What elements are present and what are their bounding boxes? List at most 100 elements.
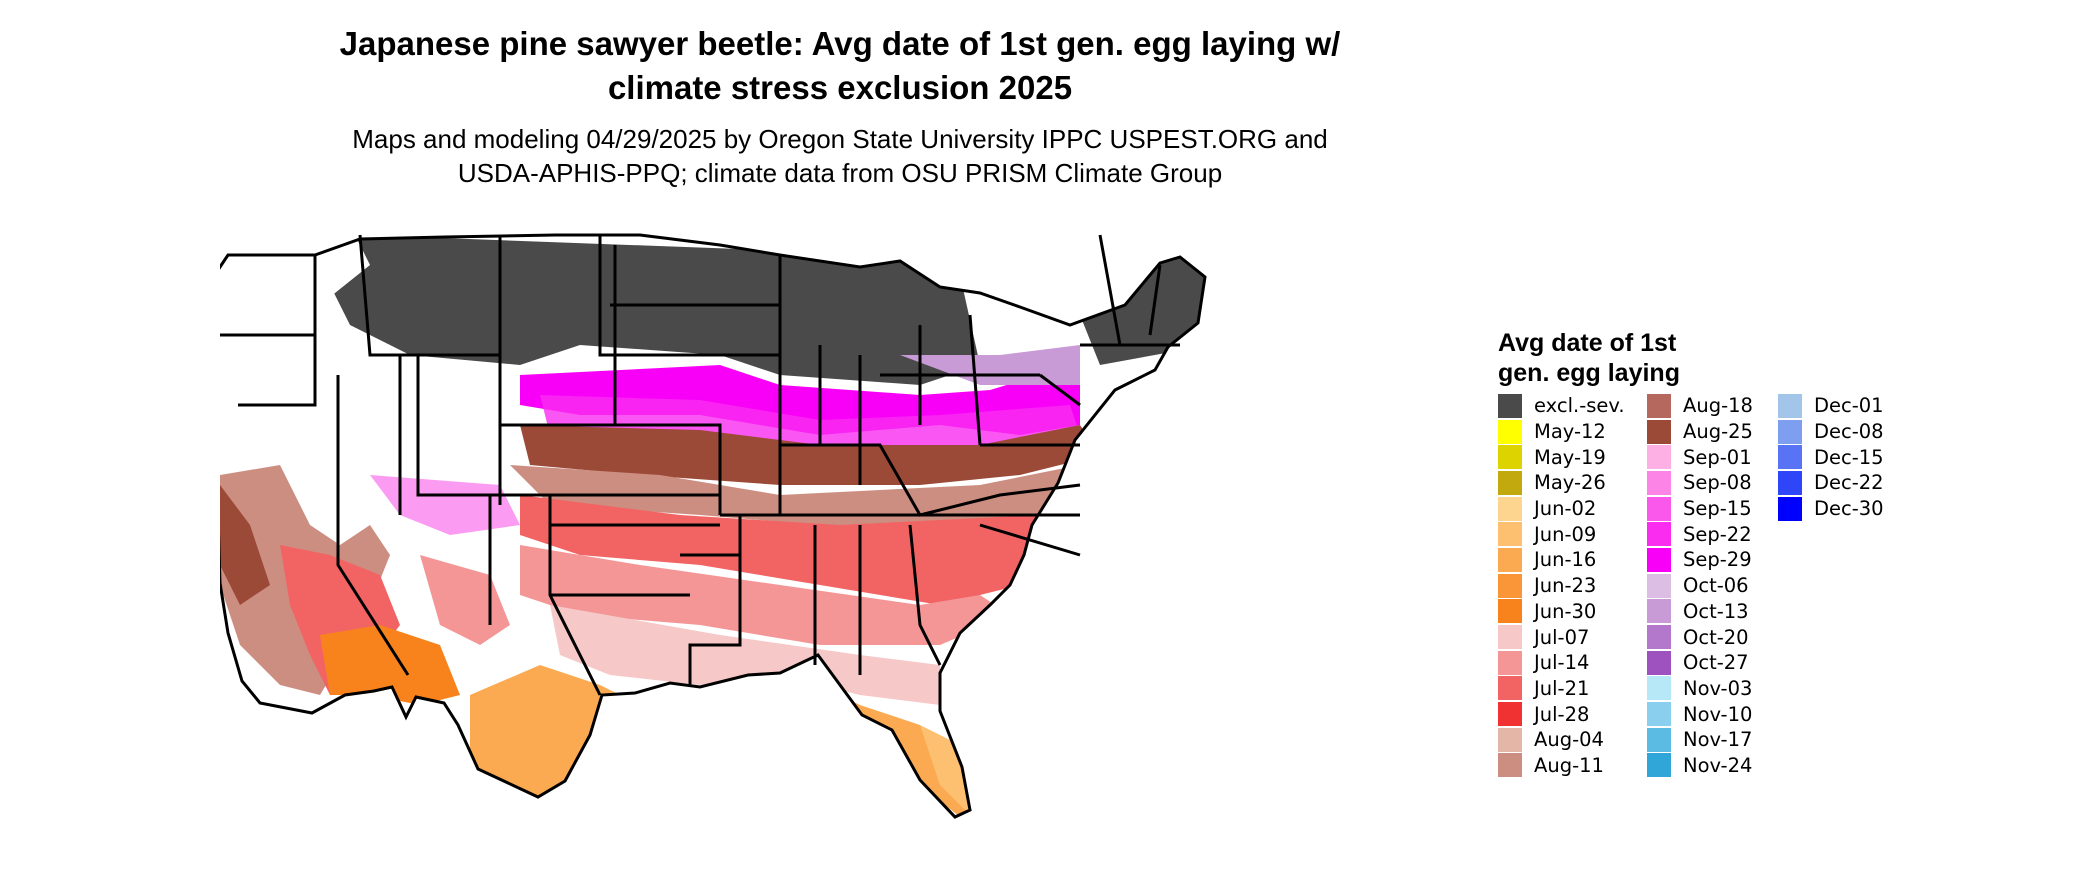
us-map — [220, 233, 1207, 819]
legend-label: May-19 — [1534, 445, 1606, 469]
legend-item: Nov-10 — [1647, 701, 1753, 727]
legend-item: Nov-24 — [1647, 753, 1753, 779]
legend-swatch — [1778, 496, 1802, 521]
legend-item: Nov-03 — [1647, 676, 1753, 702]
legend-swatch — [1778, 470, 1802, 495]
legend-label: Sep-08 — [1683, 471, 1752, 495]
legend-item: Jul-14 — [1498, 650, 1625, 676]
legend-label: Oct-20 — [1683, 625, 1749, 649]
legend-item: Jul-28 — [1498, 701, 1625, 727]
legend-label: Dec-30 — [1814, 497, 1884, 521]
legend-swatch — [1498, 625, 1522, 650]
legend-item: Jun-30 — [1498, 599, 1625, 625]
legend-label: Jul-07 — [1534, 625, 1590, 649]
legend-item: excl.-sev. — [1498, 393, 1625, 419]
legend-swatch — [1647, 599, 1671, 624]
legend-swatch — [1647, 547, 1671, 572]
legend-label: Nov-24 — [1683, 753, 1753, 777]
legend-item: Jun-23 — [1498, 573, 1625, 599]
legend-label: Dec-15 — [1814, 445, 1884, 469]
legend-swatch — [1647, 470, 1671, 495]
legend-label: Nov-03 — [1683, 676, 1753, 700]
legend-label: Nov-17 — [1683, 728, 1753, 752]
legend-label: excl.-sev. — [1534, 394, 1625, 418]
legend-swatch — [1778, 419, 1802, 444]
legend-swatch — [1498, 522, 1522, 547]
legend-swatch — [1498, 496, 1522, 521]
legend-item: Dec-01 — [1778, 393, 1884, 419]
legend-item: Jun-02 — [1498, 496, 1625, 522]
legend-swatch — [1647, 727, 1671, 752]
legend-swatch — [1498, 676, 1522, 701]
legend-item: Sep-01 — [1647, 444, 1753, 470]
legend-label: Oct-13 — [1683, 599, 1749, 623]
legend-title-line-2: gen. egg laying — [1498, 359, 1680, 387]
legend-swatch — [1498, 573, 1522, 598]
legend-item: Oct-27 — [1647, 650, 1753, 676]
legend-label: Jul-14 — [1534, 651, 1590, 675]
map-subtitle-line-1: Maps and modeling 04/29/2025 by Oregon S… — [352, 124, 1328, 154]
legend-item: Dec-15 — [1778, 444, 1884, 470]
legend-swatch — [1647, 753, 1671, 778]
legend-item: Sep-29 — [1647, 547, 1753, 573]
legend-label: Aug-11 — [1534, 753, 1604, 777]
legend-item: Jul-21 — [1498, 676, 1625, 702]
legend-label: Sep-22 — [1683, 522, 1752, 546]
legend-swatch — [1647, 650, 1671, 675]
legend-label: Aug-04 — [1534, 728, 1604, 752]
legend-swatch — [1647, 625, 1671, 650]
legend-item: Sep-15 — [1647, 496, 1753, 522]
legend-swatch — [1647, 676, 1671, 701]
legend-label: Nov-10 — [1683, 702, 1753, 726]
legend-swatch — [1647, 445, 1671, 470]
legend-item: Jul-07 — [1498, 624, 1625, 650]
legend-swatch — [1498, 547, 1522, 572]
map-title-line-2: climate stress exclusion 2025 — [607, 69, 1073, 106]
legend-item: May-12 — [1498, 419, 1625, 445]
map-title-line-1: Japanese pine sawyer beetle: Avg date of… — [339, 25, 1341, 62]
legend-swatch — [1498, 727, 1522, 752]
legend-label: Jun-09 — [1534, 522, 1597, 546]
legend-item: Aug-11 — [1498, 753, 1625, 779]
legend-swatch — [1647, 573, 1671, 598]
legend-label: Dec-22 — [1814, 471, 1884, 495]
legend-swatch — [1647, 702, 1671, 727]
legend-item: Dec-30 — [1778, 496, 1884, 522]
legend-swatch — [1778, 393, 1802, 418]
legend-swatch — [1498, 599, 1522, 624]
legend-item: Dec-08 — [1778, 419, 1884, 445]
legend-column-1: excl.-sev. May-12 May-19 May-26 Jun-02 Jun-09… — [1498, 393, 1625, 778]
legend-item: Oct-06 — [1647, 573, 1753, 599]
legend-item: Jun-16 — [1498, 547, 1625, 573]
legend-item: Dec-22 — [1778, 470, 1884, 496]
legend-label: Jun-23 — [1534, 574, 1597, 598]
legend-swatch — [1647, 393, 1671, 418]
legend-label: Aug-25 — [1683, 420, 1753, 444]
legend-label: Sep-01 — [1683, 445, 1752, 469]
legend-label: Dec-01 — [1814, 394, 1884, 418]
map-title: Japanese pine sawyer beetle: Avg date of… — [260, 22, 1420, 110]
legend-item: Sep-08 — [1647, 470, 1753, 496]
legend-swatch — [1498, 650, 1522, 675]
legend-swatch — [1778, 445, 1802, 470]
legend-column-2: Aug-18 Aug-25 Sep-01 Sep-08 Sep-15 Sep-22 Sep-… — [1647, 393, 1753, 778]
legend-item: Aug-25 — [1647, 419, 1753, 445]
legend-label: Dec-08 — [1814, 420, 1884, 444]
legend-label: Sep-29 — [1683, 548, 1752, 572]
legend-swatch — [1647, 496, 1671, 521]
legend-label: Oct-27 — [1683, 651, 1749, 675]
legend-swatch — [1498, 445, 1522, 470]
legend-item: Sep-22 — [1647, 521, 1753, 547]
legend-item: Oct-20 — [1647, 624, 1753, 650]
map-subtitle: Maps and modeling 04/29/2025 by Oregon S… — [260, 122, 1420, 190]
legend-label: Jun-02 — [1534, 497, 1597, 521]
legend-swatch — [1498, 753, 1522, 778]
legend-title-line-1: Avg date of 1st — [1498, 329, 1677, 357]
legend-item: May-26 — [1498, 470, 1625, 496]
legend-label: Jul-28 — [1534, 702, 1590, 726]
legend-item: Nov-17 — [1647, 727, 1753, 753]
legend-swatch — [1498, 702, 1522, 727]
legend-swatch — [1647, 419, 1671, 444]
legend-label: Aug-18 — [1683, 394, 1753, 418]
legend-label: Sep-15 — [1683, 497, 1752, 521]
